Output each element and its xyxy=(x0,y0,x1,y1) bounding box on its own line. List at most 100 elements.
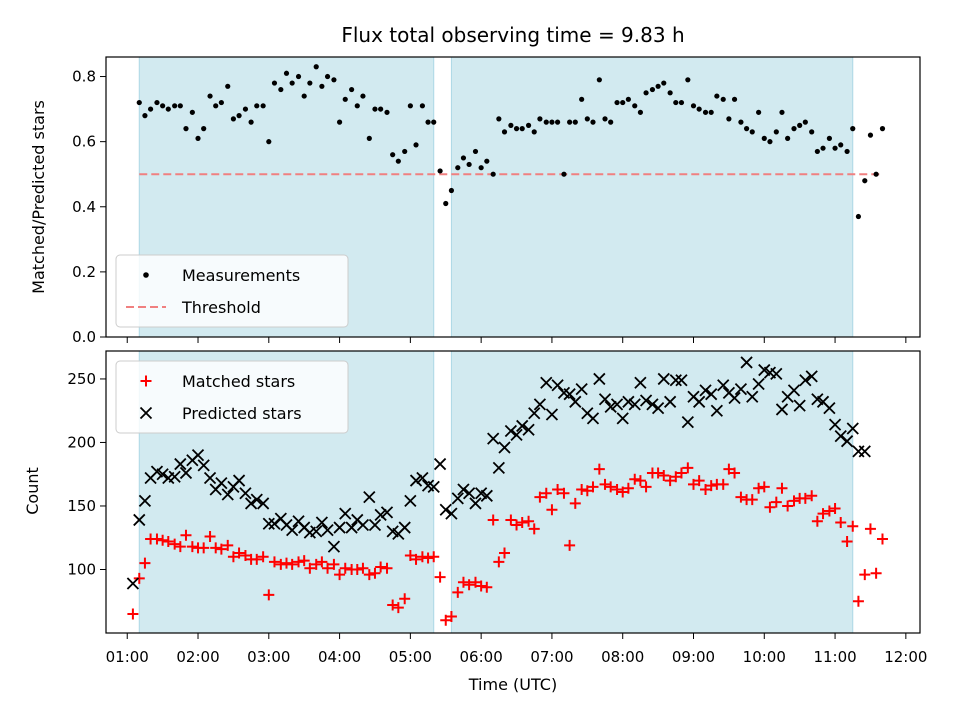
series-0-point-67 xyxy=(523,515,535,527)
series-0-point-64 xyxy=(513,126,520,132)
series-1-point-100 xyxy=(717,379,730,392)
x-tick-label-4: 05:00 xyxy=(389,648,432,666)
series-0-point-32 xyxy=(324,73,331,80)
series-0-point-83 xyxy=(625,96,631,102)
series-0-point-34 xyxy=(328,558,340,570)
series-0-point-121 xyxy=(841,536,853,548)
series-0-point-98 xyxy=(714,93,720,99)
series-0-point-3 xyxy=(154,99,160,106)
series-0-point-82 xyxy=(611,483,623,495)
series-1-point-16 xyxy=(221,488,234,501)
series-0-point-80 xyxy=(599,478,611,490)
series-0-point-30 xyxy=(304,562,316,574)
series-0-point-62 xyxy=(501,129,508,135)
series-0-point-94 xyxy=(682,462,694,474)
series-0-point-56 xyxy=(457,576,469,588)
series-1-point-68 xyxy=(528,407,541,420)
series-1-point-119 xyxy=(828,418,842,431)
series-0-point-72 xyxy=(552,483,564,495)
series-0-point-39 xyxy=(357,562,369,574)
series-0-point-79 xyxy=(593,463,605,475)
series-1-point-71 xyxy=(545,408,559,421)
series-0-point-90 xyxy=(667,90,673,96)
series-0-point-75 xyxy=(579,96,585,102)
series-0-point-35 xyxy=(334,569,346,581)
series-0-point-101 xyxy=(731,96,738,102)
series-0-point-97 xyxy=(708,109,714,115)
series-0-point-10 xyxy=(195,135,201,141)
series-0-point-115 xyxy=(806,490,818,502)
series-0-point-54 xyxy=(445,610,457,622)
series-1-point-37 xyxy=(345,521,358,534)
series-0-point-22 xyxy=(266,139,272,145)
series-0-point-22 xyxy=(257,551,269,563)
series-1-point-84 xyxy=(622,395,635,408)
x-tick-label-10: 11:00 xyxy=(813,648,856,666)
series-0-point-17 xyxy=(227,551,239,563)
series-0-point-44 xyxy=(387,599,399,611)
series-0-point-49 xyxy=(416,551,428,563)
series-0-point-127 xyxy=(876,533,888,545)
series-0-point-9 xyxy=(180,529,192,541)
series-0-point-46 xyxy=(407,103,413,109)
x-tick-label-2: 03:00 xyxy=(247,648,290,666)
series-1-point-42 xyxy=(374,508,387,522)
series-0-point-109 xyxy=(770,496,782,508)
series-0-point-66 xyxy=(516,516,528,528)
series-0-point-87 xyxy=(649,86,656,93)
series-1-point-102 xyxy=(728,391,741,405)
series-0-point-52 xyxy=(434,571,446,583)
shaded-interval-1 xyxy=(450,350,854,634)
legend-box-1 xyxy=(115,360,349,434)
series-1-point-0 xyxy=(126,577,140,590)
series-0-point-36 xyxy=(339,562,351,574)
series-1-point-19 xyxy=(239,487,252,500)
series-0-point-93 xyxy=(675,467,687,479)
series-0-point-92 xyxy=(678,99,685,106)
x-tick-label-8: 09:00 xyxy=(672,648,715,666)
series-0-point-71 xyxy=(546,504,558,516)
series-0-point-84 xyxy=(632,103,638,109)
series-1-point-48 xyxy=(409,474,423,487)
series-0-point-2 xyxy=(139,557,151,569)
series-1-point-92 xyxy=(669,374,682,387)
series-1-point-124 xyxy=(858,445,871,458)
series-0-point-29 xyxy=(307,80,313,86)
series-1-point-88 xyxy=(646,398,659,411)
series-0-point-36 xyxy=(349,86,355,93)
series-1-point-60 xyxy=(480,489,493,502)
series-0-point-118 xyxy=(823,505,835,517)
series-1-point-98 xyxy=(705,388,718,401)
series-0-point-44 xyxy=(395,158,401,164)
series-0-point-57 xyxy=(472,148,479,155)
series-0-point-12 xyxy=(207,93,213,99)
series-1-point-33 xyxy=(321,523,334,537)
x-tick-label-1: 02:00 xyxy=(176,648,219,666)
y-tick-label-1-3: 250 xyxy=(67,370,96,388)
series-0-point-43 xyxy=(390,152,396,158)
series-0-point-79 xyxy=(602,116,608,122)
legend-label-0-0: Measurements xyxy=(182,266,300,285)
series-0-point-40 xyxy=(363,569,375,581)
series-0-point-55 xyxy=(460,155,467,161)
series-0-point-16 xyxy=(230,116,237,122)
series-0-point-21 xyxy=(251,553,263,565)
series-1-point-74 xyxy=(563,388,576,401)
series-0-point-14 xyxy=(210,542,222,554)
series-0-point-52 xyxy=(443,200,449,207)
series-0-point-15 xyxy=(225,83,231,89)
series-0-point-61 xyxy=(487,514,499,526)
series-0-point-5 xyxy=(157,534,169,546)
series-0-point-105 xyxy=(756,109,762,115)
series-0-point-74 xyxy=(564,539,576,551)
series-1-point-106 xyxy=(752,377,765,391)
series-1-point-61 xyxy=(487,432,500,445)
series-0-point-17 xyxy=(236,113,242,119)
y-tick-label-0-4: 0.8 xyxy=(72,68,96,86)
series-0-point-51 xyxy=(428,551,440,563)
series-0-point-50 xyxy=(422,552,434,564)
series-0-point-85 xyxy=(629,473,641,485)
x-tick-label-11: 12:00 xyxy=(884,648,927,666)
series-0-point-89 xyxy=(652,467,664,479)
series-0-point-0 xyxy=(127,608,139,620)
